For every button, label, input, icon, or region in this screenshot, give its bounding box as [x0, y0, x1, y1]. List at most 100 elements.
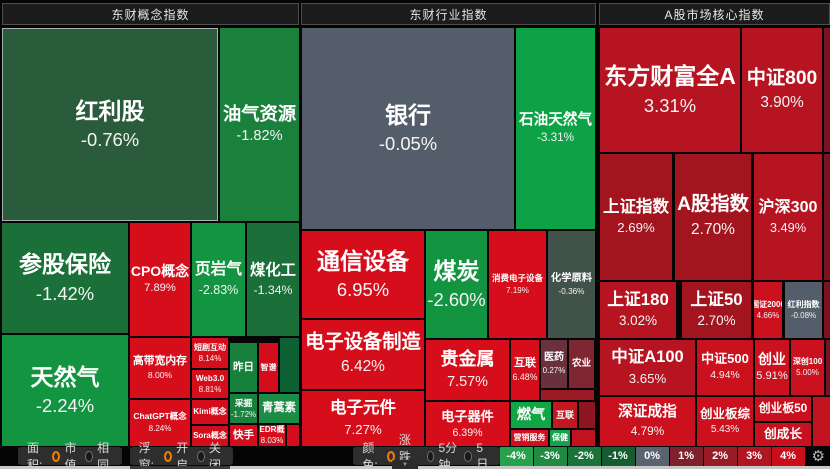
treemap-cell[interactable]: Web3.0 8.81%: [192, 370, 228, 398]
scrollbar-thumb[interactable]: [130, 466, 230, 469]
settings-gear-icon[interactable]: ⚙: [811, 447, 825, 465]
cell-label: 中证A100: [611, 348, 684, 367]
cell-label: 智谱: [260, 362, 277, 372]
treemap-cell[interactable]: 短剧互动 8.14%: [192, 338, 228, 368]
radio-unselected-icon[interactable]: [85, 450, 94, 462]
treemap-cell[interactable]: 国证20004.66%: [754, 282, 782, 338]
cell-label: 煤化工: [250, 261, 296, 279]
treemap-cell[interactable]: 中证800 3.90%: [742, 28, 822, 152]
treemap-cell[interactable]: 深证成指 4.79%: [600, 397, 695, 446]
treemap-cell[interactable]: [826, 340, 830, 395]
treemap-cell[interactable]: A股指数 2.70%: [675, 154, 751, 280]
treemap-cell[interactable]: 深创100 5.00%: [791, 340, 824, 395]
radio-unselected-icon[interactable]: [197, 450, 205, 462]
treemap-cell[interactable]: 创成长: [755, 423, 811, 446]
treemap-cell[interactable]: [280, 338, 299, 392]
treemap-cell[interactable]: 红利指数 -0.08%: [785, 282, 822, 338]
treemap-cell[interactable]: 快手: [230, 425, 257, 446]
float-option-1[interactable]: 关闭: [197, 439, 224, 469]
treemap-cell[interactable]: [541, 390, 594, 400]
cell-label: EDR概: [259, 425, 285, 435]
treemap-cell[interactable]: 参股保险 -1.42%: [2, 223, 128, 333]
treemap-cell[interactable]: 油气资源 -1.82%: [220, 28, 299, 221]
cell-label: 医药: [544, 352, 564, 364]
treemap-cell[interactable]: 东方财富全A 3.31%: [600, 28, 740, 152]
treemap-cell[interactable]: 通信设备 6.95%: [302, 231, 424, 318]
treemap-cell[interactable]: 互联 6.48%: [511, 340, 539, 400]
treemap-cell[interactable]: [824, 282, 830, 338]
radio-unselected-icon[interactable]: [426, 450, 435, 462]
treemap-cell[interactable]: [813, 397, 830, 446]
panel-header-core: A股市场核心指数: [599, 3, 830, 25]
treemap-cell[interactable]: Kimi概念: [192, 400, 228, 424]
treemap-cell[interactable]: 石油天然气 -3.31%: [516, 28, 595, 229]
color-option-1[interactable]: 5分钟: [426, 439, 458, 469]
cell-label: Sora概念: [193, 431, 227, 441]
treemap-cell[interactable]: 高带宽内存 8.00%: [130, 338, 190, 398]
treemap-cell[interactable]: [824, 154, 830, 280]
panel-title-industry[interactable]: 东财行业指数: [409, 7, 488, 22]
treemap-cell[interactable]: 燃气: [511, 402, 551, 428]
treemap-cell[interactable]: 红利股 -0.76%: [2, 28, 218, 221]
area-option-0[interactable]: 市值: [52, 439, 79, 469]
treemap-cell[interactable]: 农业: [569, 340, 594, 388]
treemap-cell[interactable]: 煤炭 -2.60%: [426, 231, 487, 338]
treemap-cell[interactable]: 银行 -0.05%: [302, 28, 514, 229]
treemap-cell[interactable]: 保健: [550, 430, 570, 446]
treemap-cell[interactable]: 煤化工 -1.34%: [247, 223, 299, 336]
treemap-cell[interactable]: 医药 0.27%: [541, 340, 567, 388]
treemap-cell[interactable]: EDR概 8.03%: [259, 425, 285, 446]
color-option-2[interactable]: 5日: [463, 441, 491, 469]
radio-unselected-icon[interactable]: [463, 450, 473, 462]
treemap-cell[interactable]: 创业板综 5.43%: [697, 397, 753, 446]
treemap-cell[interactable]: [572, 430, 595, 446]
treemap-cell[interactable]: 中证500 4.94%: [697, 340, 753, 395]
scrollbar-collapse-tab[interactable]: ▼: [392, 460, 418, 469]
treemap-cell[interactable]: 营销服务: [511, 430, 548, 446]
treemap-cell[interactable]: 智谱: [259, 343, 278, 392]
cell-value: 3.65%: [628, 370, 667, 386]
treemap-cell[interactable]: 页岩气 -2.83%: [192, 223, 245, 336]
treemap-cell[interactable]: [287, 425, 299, 446]
treemap-cell[interactable]: 创业板50: [755, 397, 811, 421]
radio-selected-icon[interactable]: [52, 450, 61, 462]
treemap-cell[interactable]: 贵金属 7.57%: [426, 340, 509, 400]
treemap-cell[interactable]: 上证180 3.02%: [600, 282, 676, 338]
panel-title-core[interactable]: A股市场核心指数: [664, 7, 765, 22]
treemap-cell[interactable]: [579, 402, 595, 428]
treemap-cell[interactable]: Sora概念: [192, 426, 228, 446]
cell-label: 电子器件: [441, 408, 494, 424]
treemap-cell[interactable]: 中证A100 3.65%: [600, 340, 695, 395]
treemap-cell[interactable]: [824, 28, 830, 152]
treemap-cell[interactable]: 上证50 2.70%: [682, 282, 751, 338]
cell-label: 保健: [552, 433, 568, 443]
treemap-cell[interactable]: 沪深300 3.49%: [754, 154, 822, 280]
treemap-cell[interactable]: 电子器件 6.39%: [426, 402, 509, 446]
float-control-group: 浮窗: 开启 关闭: [129, 441, 234, 469]
cell-value: 7.57%: [447, 373, 488, 390]
treemap-cell[interactable]: 上证指数 2.69%: [600, 154, 672, 280]
cell-label: 电子设备制造: [305, 331, 421, 353]
treemap-cell[interactable]: 电子元件 7.27%: [302, 391, 424, 446]
cell-label: 农业: [571, 357, 591, 369]
treemap-cell[interactable]: 化学原料 -0.36%: [548, 231, 595, 338]
area-option-1[interactable]: 相同: [85, 439, 112, 469]
treemap-cell[interactable]: 天然气 -2.24%: [2, 335, 128, 446]
treemap-cell[interactable]: 互联: [553, 402, 577, 428]
cell-value: -2.60%: [427, 289, 486, 311]
radio-selected-icon[interactable]: [386, 450, 395, 462]
treemap-cell[interactable]: 创业 5.91%: [755, 340, 789, 395]
panel-title-concept[interactable]: 东财概念指数: [111, 7, 190, 22]
treemap-cell[interactable]: 青蒿素: [259, 394, 299, 423]
treemap-cell[interactable]: 电子设备制造 6.42%: [302, 320, 424, 389]
cell-label: 贵金属: [440, 349, 495, 370]
treemap-cell[interactable]: 采掘 -1.72%: [230, 394, 257, 423]
float-option-0[interactable]: 开启: [163, 439, 191, 469]
treemap-cell[interactable]: 昨日: [230, 343, 257, 392]
treemap-cell[interactable]: 消费电子设备 7.19%: [489, 231, 546, 338]
cell-value: 7.89%: [144, 282, 176, 295]
treemap-cell[interactable]: ChatGPT概念 8.24%: [130, 400, 190, 446]
treemap-cell[interactable]: CPO概念 7.89%: [130, 223, 190, 336]
cell-label: 短剧互动: [194, 342, 226, 352]
radio-selected-icon[interactable]: [163, 450, 173, 462]
